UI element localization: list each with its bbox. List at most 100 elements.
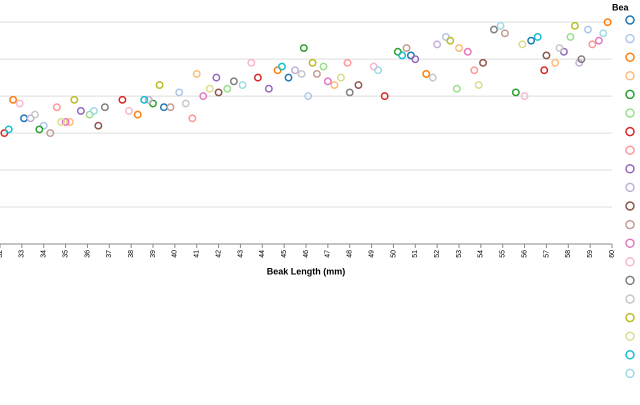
point [94, 121, 103, 130]
point [35, 125, 44, 134]
point [61, 118, 70, 126]
x-tick-label: 41 [194, 250, 201, 258]
point [433, 40, 442, 49]
point [192, 69, 201, 78]
x-tick-label: 53 [456, 250, 463, 258]
point [46, 129, 55, 138]
point [291, 66, 300, 75]
x-tick-label: 46 [303, 250, 310, 258]
point [374, 66, 383, 75]
point [100, 103, 109, 112]
point [345, 88, 354, 97]
legend-symbol [625, 89, 635, 100]
x-tick-label: 56 [521, 250, 528, 258]
point [15, 99, 24, 108]
point [474, 81, 483, 89]
legend-symbol [625, 164, 635, 174]
legend-symbol [625, 312, 635, 323]
legend-symbol [625, 201, 635, 211]
point [518, 40, 527, 49]
point [422, 69, 431, 78]
point [264, 84, 273, 93]
point [297, 69, 306, 78]
point [133, 110, 142, 119]
x-tick-label: 55 [500, 250, 507, 258]
x-tick-label: 37 [106, 250, 113, 258]
point [253, 73, 262, 82]
legend-symbol [625, 71, 635, 81]
x-tick-label: 51 [412, 250, 419, 258]
point [511, 88, 520, 97]
legend-symbol [625, 15, 635, 25]
legend-symbol [625, 52, 635, 62]
point [20, 114, 28, 123]
point [470, 66, 479, 75]
x-tick-label: 32 [0, 250, 4, 258]
x-tick-label: 45 [281, 250, 288, 258]
point [57, 118, 66, 126]
point [4, 125, 13, 134]
x-tick-label: 59 [587, 250, 594, 258]
point [299, 44, 308, 53]
x-tick-label: 47 [325, 250, 332, 258]
x-tick-label: 57 [543, 250, 550, 258]
point [212, 73, 221, 82]
point [594, 36, 603, 45]
x-tick-label: 34 [41, 250, 48, 258]
point [490, 25, 498, 34]
point [603, 18, 612, 27]
point [65, 118, 74, 126]
point [570, 21, 579, 30]
x-tick-label: 42 [215, 250, 222, 258]
x-tick-label: 48 [347, 250, 354, 258]
point [380, 92, 389, 101]
point [229, 77, 238, 86]
legend-symbol [625, 108, 635, 118]
point [527, 36, 536, 45]
point [140, 95, 149, 104]
point [542, 51, 551, 60]
point [555, 44, 564, 53]
point [90, 106, 98, 115]
point [428, 73, 437, 82]
point [500, 29, 509, 38]
point [31, 110, 39, 119]
point [308, 58, 317, 67]
legend-symbol [625, 33, 635, 44]
point [455, 44, 463, 53]
point [533, 33, 542, 41]
point [76, 106, 85, 115]
point [52, 103, 61, 112]
legend-title: Bea [612, 2, 630, 12]
point [343, 58, 352, 67]
point [223, 84, 232, 93]
x-tick-label: 49 [368, 250, 375, 258]
point [199, 92, 208, 101]
point [446, 36, 455, 45]
x-tick-label: 54 [478, 250, 485, 258]
point [463, 47, 472, 56]
point [312, 69, 321, 78]
point [337, 73, 345, 82]
point [214, 88, 223, 97]
point [125, 106, 133, 115]
x-tick-label: 38 [128, 250, 135, 258]
legend-symbol [625, 238, 635, 248]
point [155, 81, 164, 89]
point [479, 58, 487, 67]
legend-symbol [625, 294, 635, 304]
x-axis-title: Beak Length (mm) [267, 266, 346, 276]
point [278, 62, 286, 71]
point [551, 58, 560, 67]
point [577, 55, 586, 64]
point [175, 88, 184, 97]
point [188, 114, 197, 123]
point [284, 73, 293, 82]
legend-symbol [625, 126, 635, 137]
point [304, 92, 313, 101]
point [323, 77, 332, 86]
point [330, 81, 339, 89]
point [9, 95, 18, 104]
point [402, 44, 411, 53]
point [144, 95, 153, 104]
